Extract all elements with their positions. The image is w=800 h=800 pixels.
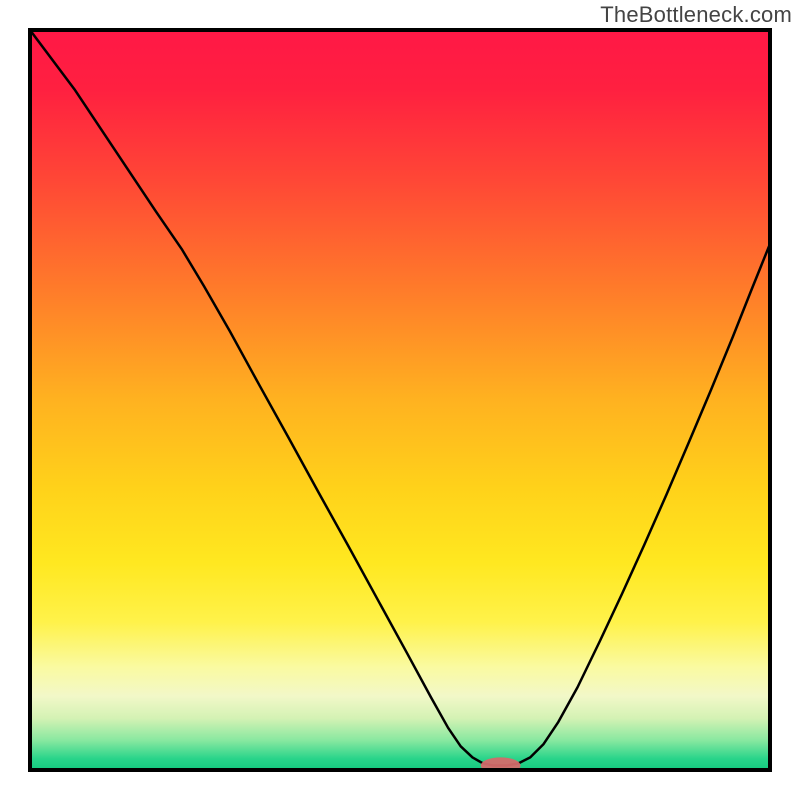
plot-area [30,30,770,774]
gradient-fill [30,30,770,770]
watermark-text: TheBottleneck.com [600,2,792,28]
bottleneck-chart [0,0,800,800]
